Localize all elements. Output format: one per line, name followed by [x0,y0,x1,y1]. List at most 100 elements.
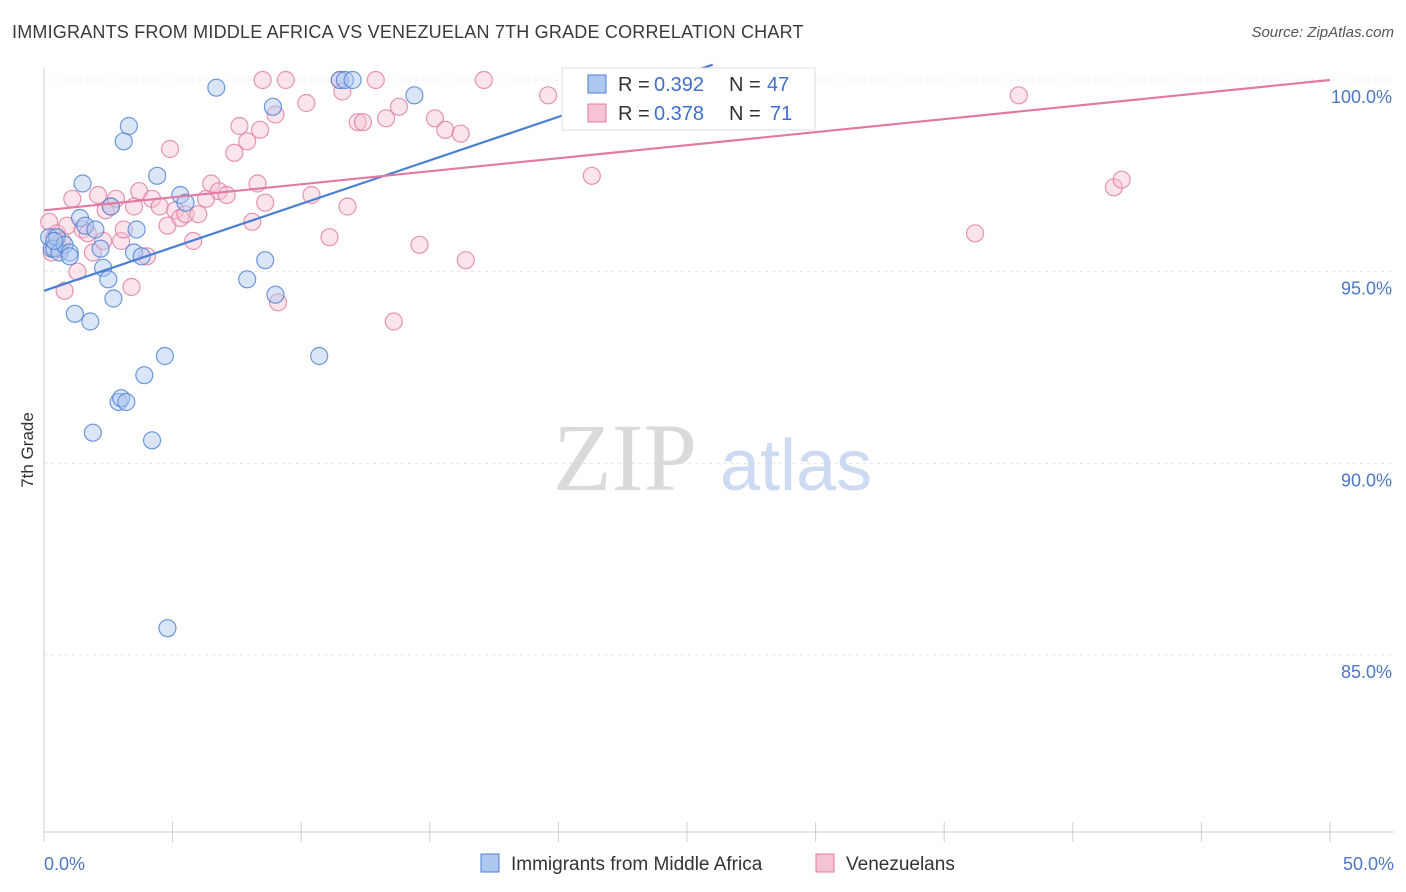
data-point [104,289,123,308]
data-point [60,243,79,262]
data-point [425,109,445,128]
y-tick-label: 95.0% [1341,279,1392,299]
data-point [965,224,985,243]
data-point [91,239,110,258]
bottom-legend: Immigrants from Middle Africa Venezuelan… [480,853,955,875]
x-tick-label-max: 50.0% [1343,854,1394,874]
data-point [263,97,283,116]
data-point [253,70,272,90]
data-point [202,174,221,193]
data-point [127,220,146,239]
stats-legend-swatch-blue [587,74,607,94]
data-point [238,270,257,289]
data-point [88,185,108,205]
trend-line-venezuelans [43,78,1331,212]
data-point [65,304,84,323]
data-point [366,70,385,90]
chart-title: IMMIGRANTS FROM MIDDLE AFRICA VS VENEZUE… [12,22,804,42]
data-point [155,346,174,366]
stats-legend-n-value-blue: 47 [767,74,789,96]
stats-legend-r-label-pink: R = [618,103,650,125]
y-axis-label: 7th Grade [18,412,37,488]
data-point [539,86,558,105]
data-point [338,197,357,216]
stats-legend-swatch-pink [587,103,607,123]
data-point [112,231,131,251]
stats-legend-r-value-blue: 0.392 [654,74,704,96]
data-point [73,174,92,193]
stats-legend-r-value-pink: 0.378 [654,103,704,125]
data-point [207,78,226,97]
data-point [405,86,424,105]
data-point [142,431,162,450]
data-point [101,197,120,216]
stats-legend-n-value-pink: 71 [770,103,792,125]
data-point [320,228,339,247]
data-point [330,70,349,90]
data-point [86,220,105,239]
middle-africa-points [40,70,720,638]
data-point [60,247,79,266]
data-point [99,270,118,289]
data-point [189,205,208,224]
stats-legend: R = 0.392 N = 47 R = 0.378 N = 71 [561,67,816,131]
data-point [1009,86,1028,105]
data-point [150,197,169,216]
data-point [238,132,257,151]
data-point [63,189,82,208]
watermark-atlas: atlas [720,426,872,506]
data-point [132,247,151,266]
data-point [335,70,355,90]
stats-legend-n-label-pink: N = [729,103,761,125]
data-point [456,251,475,270]
data-point [225,143,244,162]
data-point [83,423,102,442]
bottom-legend-label-pink: Venezuelans [846,854,955,875]
data-point [266,285,285,304]
data-point [256,193,275,212]
data-point [384,312,403,331]
y-tick-label: 85.0% [1341,662,1392,682]
watermark-zip: ZIP [553,404,697,511]
stats-legend-n-label-blue: N = [729,74,761,96]
data-point [343,70,362,90]
data-point [230,116,249,136]
y-tick-label: 90.0% [1341,470,1392,490]
data-point [158,619,177,638]
data-point [474,70,493,90]
data-point [250,120,270,139]
data-point [45,231,64,251]
data-point [582,166,601,185]
y-tick-labels: 85.0% 90.0% 95.0% 100.0% [1331,87,1392,682]
data-point [114,132,133,151]
data-point [276,70,295,90]
axes [43,68,1394,833]
chart-source: Source: ZipAtlas.com [1251,24,1394,41]
bottom-legend-swatch-blue [480,853,500,873]
x-tick-label-min: 0.0% [44,854,85,874]
data-point [81,312,100,331]
x-ticks [43,822,1331,842]
data-point [436,120,455,139]
data-point [160,139,180,159]
bottom-legend-label-blue: Immigrants from Middle Africa [511,854,763,875]
data-point [256,251,275,270]
data-point [451,124,470,143]
watermark: ZIP atlas [553,404,872,511]
data-point [353,113,373,132]
data-point [376,109,396,128]
data-point [117,392,136,412]
data-point [410,235,429,254]
data-point [243,212,262,231]
data-point [176,193,195,212]
y-tick-label: 100.0% [1331,87,1392,107]
gridlines [44,79,1394,656]
data-point [148,166,167,185]
data-point [119,116,138,136]
data-point [348,113,367,132]
data-point [389,97,409,116]
data-point [333,82,352,101]
data-point [76,216,95,235]
data-point [310,346,329,366]
